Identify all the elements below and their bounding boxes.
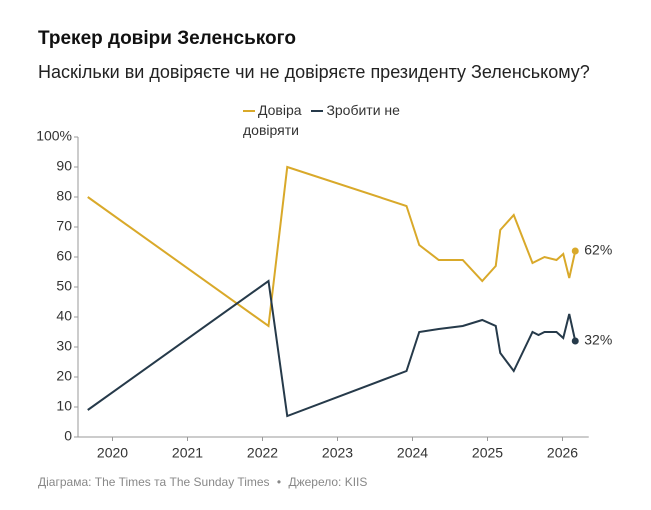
x-tick-label: 2024 xyxy=(397,445,428,461)
x-tick-label: 2023 xyxy=(322,445,353,461)
legend-item: Зробити не довіряти xyxy=(243,102,400,138)
y-tick-label: 50 xyxy=(56,278,72,294)
legend-label: Довіра xyxy=(258,102,302,118)
chart-subtitle: Наскільки ви довіряєте чи не довіряєте п… xyxy=(38,62,590,82)
y-tick-label: 30 xyxy=(56,338,72,354)
legend-swatch xyxy=(311,110,324,113)
series-line xyxy=(87,279,577,418)
x-tick-label: 2025 xyxy=(472,445,503,461)
credit: Діаграма: The Times та The Sunday Times xyxy=(38,475,270,489)
legend-label: Зробити не довіряти xyxy=(243,102,400,138)
y-tick-label: 70 xyxy=(56,218,72,234)
value-label: 32% xyxy=(584,332,612,348)
series-line xyxy=(87,165,577,328)
x-tick-label: 2020 xyxy=(97,445,128,461)
y-tick-label: 20 xyxy=(56,368,72,384)
x-tick-label: 2026 xyxy=(547,445,578,461)
source: Джерело: KIIS xyxy=(288,475,368,489)
y-tick-label: 0 xyxy=(64,428,72,444)
footer: Діаграма: The Times та The Sunday Times … xyxy=(38,475,367,489)
chart-title: Трекер довіри Зеленського xyxy=(38,28,296,49)
x-tick-label: 2022 xyxy=(247,445,278,461)
legend-item: Довіра xyxy=(243,102,302,118)
y-tick-label: 10 xyxy=(56,398,72,414)
y-tick-label: 100% xyxy=(36,128,72,144)
y-tick-label: 60 xyxy=(56,248,72,264)
legend: Довіра Зробити не довіряти xyxy=(243,100,403,140)
x-tick-label: 2021 xyxy=(172,445,203,461)
value-label: 62% xyxy=(584,242,612,258)
end-dot xyxy=(571,337,579,345)
end-dot xyxy=(571,247,579,255)
legend-swatch xyxy=(243,110,255,113)
separator: • xyxy=(276,475,282,489)
y-tick-label: 90 xyxy=(56,158,72,174)
y-tick-label: 40 xyxy=(56,308,72,324)
y-tick-label: 80 xyxy=(56,188,72,204)
